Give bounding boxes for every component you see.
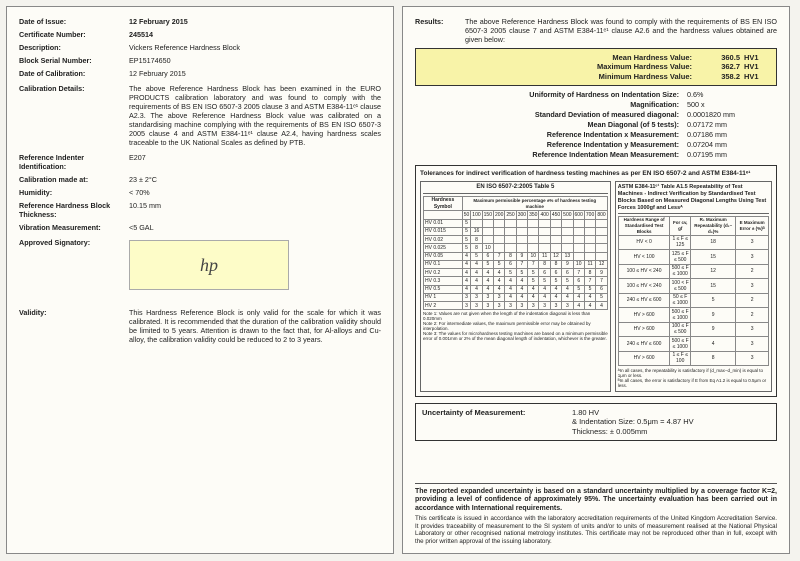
value: This Hardness Reference Block is only va… [129, 308, 381, 344]
label: Calibration made at: [19, 175, 129, 184]
tolerance-table-right: Hardness Range of Standardised Test Bloc… [618, 216, 769, 366]
value: The above Reference Hardness Block was f… [465, 17, 777, 44]
label: Description: [19, 43, 129, 52]
value: <5 GAL [129, 223, 381, 232]
certificate-page-right: Results:The above Reference Hardness Blo… [402, 6, 790, 554]
value: < 70% [129, 188, 381, 197]
value: 10.15 mm [129, 201, 381, 219]
label: Date of Calibration: [19, 69, 129, 78]
label: Humidity: [19, 188, 129, 197]
label: Date of Issue: [19, 17, 129, 26]
label: Reference Indenter Identification: [19, 153, 129, 171]
label: Certificate Number: [19, 30, 129, 39]
tolerance-table-left: Hardness SymbolMaximum permissible perce… [423, 196, 608, 311]
footer-text: The reported expanded uncertainty is bas… [415, 479, 777, 545]
certificate-page-left: Date of Issue:12 February 2015 Certifica… [6, 6, 394, 554]
signature-box: hp [129, 240, 289, 290]
uncertainty-box: Uncertainty of Measurement: 1.80 HV & In… [415, 403, 777, 441]
value: E207 [129, 153, 381, 171]
label: Results: [415, 17, 465, 44]
label: Vibration Measurement: [19, 223, 129, 232]
value: Vickers Reference Hardness Block [129, 43, 381, 52]
label: Validity: [19, 308, 129, 344]
tolerance-box: Tolerances for indirect verification of … [415, 165, 777, 397]
label: Block Serial Number: [19, 56, 129, 65]
value: The above Reference Hardness Block has b… [129, 84, 381, 147]
label: Reference Hardness Block Thickness: [19, 201, 129, 219]
label: Calibration Details: [19, 84, 129, 147]
value: 245514 [129, 30, 381, 39]
value: 12 February 2015 [129, 69, 381, 78]
value: 12 February 2015 [129, 17, 381, 26]
label: Approved Signatory: [19, 238, 129, 290]
value: EP15174650 [129, 56, 381, 65]
value: 23 ± 2°C [129, 175, 381, 184]
highlight-box: Mean Hardness Value:360.5HV1 Maximum Har… [415, 48, 777, 86]
